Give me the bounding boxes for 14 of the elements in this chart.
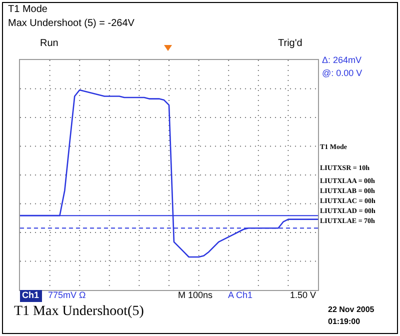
- text: T1 Max Undershoot(5): [14, 304, 144, 320]
- text: M 100ns: [178, 290, 213, 301]
- text: @: 0.00 V: [322, 68, 362, 79]
- text: 01:19:00: [328, 317, 360, 327]
- text: 22 Nov 2005: [328, 305, 374, 315]
- text: Δ: 264mV: [322, 55, 362, 66]
- text: Trig'd: [278, 38, 302, 49]
- text: Run: [40, 38, 58, 49]
- chart-subtitle: Max Undershoot (5) = -264V: [8, 18, 134, 29]
- text: 775mV Ω: [48, 290, 86, 301]
- text: 1.50 V: [290, 290, 316, 301]
- text: Ch1: [22, 290, 40, 301]
- chart-title: T1 Mode: [8, 4, 48, 15]
- text: A Ch1: [228, 290, 253, 301]
